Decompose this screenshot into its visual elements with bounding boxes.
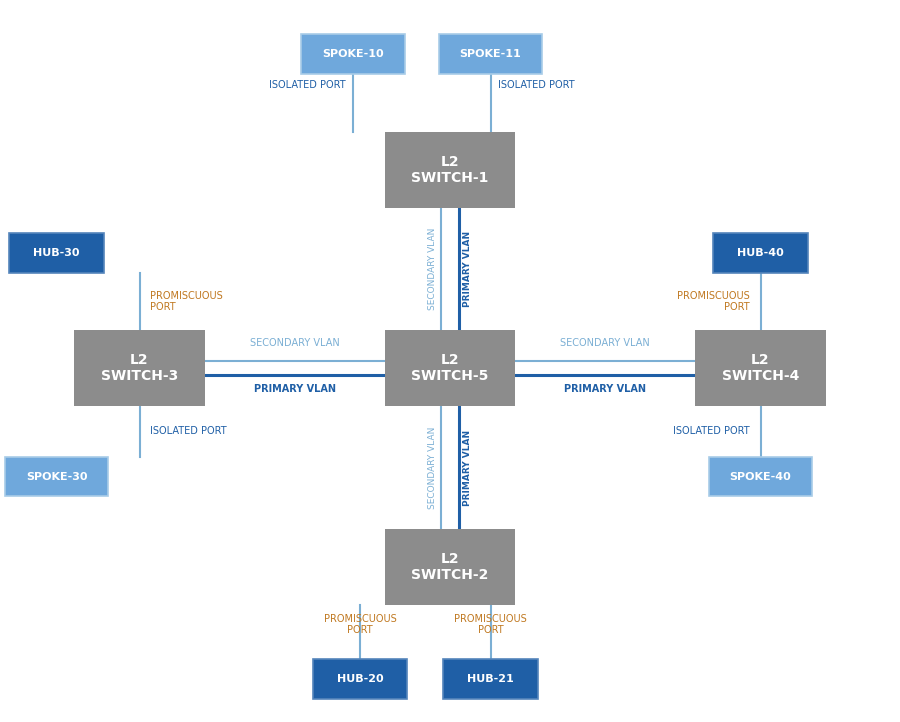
FancyBboxPatch shape	[444, 658, 538, 699]
Text: PRIMARY VLAN: PRIMARY VLAN	[463, 430, 472, 505]
Text: ISOLATED PORT: ISOLATED PORT	[498, 79, 574, 90]
Text: ISOLATED PORT: ISOLATED PORT	[673, 427, 750, 436]
Text: SECONDARY VLAN: SECONDARY VLAN	[428, 227, 437, 310]
Text: PRIMARY VLAN: PRIMARY VLAN	[463, 231, 472, 307]
Text: SPOKE-11: SPOKE-11	[460, 49, 521, 59]
FancyBboxPatch shape	[385, 131, 515, 207]
Text: HUB-30: HUB-30	[33, 248, 80, 258]
Text: L2
SWITCH-3: L2 SWITCH-3	[101, 353, 178, 383]
Text: PROMISCUOUS
PORT: PROMISCUOUS PORT	[454, 614, 526, 635]
Text: L2
SWITCH-2: L2 SWITCH-2	[411, 552, 489, 582]
Text: L2
SWITCH-1: L2 SWITCH-1	[411, 155, 489, 185]
Text: L2
SWITCH-5: L2 SWITCH-5	[411, 353, 489, 383]
Text: PRIMARY VLAN: PRIMARY VLAN	[564, 384, 646, 394]
FancyBboxPatch shape	[385, 331, 515, 406]
Text: ISOLATED PORT: ISOLATED PORT	[150, 427, 227, 436]
FancyBboxPatch shape	[4, 457, 109, 497]
Text: L2
SWITCH-4: L2 SWITCH-4	[722, 353, 799, 383]
Text: HUB-40: HUB-40	[737, 248, 784, 258]
Text: SPOKE-10: SPOKE-10	[322, 49, 383, 59]
FancyBboxPatch shape	[74, 331, 204, 406]
FancyBboxPatch shape	[709, 457, 812, 497]
FancyBboxPatch shape	[10, 232, 104, 272]
Text: PROMISCUOUS
PORT: PROMISCUOUS PORT	[150, 291, 223, 312]
Text: PROMISCUOUS
PORT: PROMISCUOUS PORT	[324, 614, 396, 635]
Text: PRIMARY VLAN: PRIMARY VLAN	[254, 384, 336, 394]
FancyBboxPatch shape	[439, 34, 542, 74]
FancyBboxPatch shape	[301, 34, 405, 74]
Text: SECONDARY VLAN: SECONDARY VLAN	[250, 338, 339, 348]
FancyBboxPatch shape	[695, 331, 826, 406]
Text: SECONDARY VLAN: SECONDARY VLAN	[428, 426, 437, 509]
FancyBboxPatch shape	[313, 658, 407, 699]
Text: HUB-21: HUB-21	[467, 674, 514, 684]
Text: SECONDARY VLAN: SECONDARY VLAN	[561, 338, 650, 348]
Text: SPOKE-30: SPOKE-30	[26, 471, 87, 482]
Text: HUB-20: HUB-20	[337, 674, 383, 684]
Text: ISOLATED PORT: ISOLATED PORT	[269, 79, 346, 90]
FancyBboxPatch shape	[385, 529, 515, 605]
Text: SPOKE-40: SPOKE-40	[730, 471, 791, 482]
Text: PROMISCUOUS
PORT: PROMISCUOUS PORT	[677, 291, 750, 312]
FancyBboxPatch shape	[713, 232, 808, 272]
